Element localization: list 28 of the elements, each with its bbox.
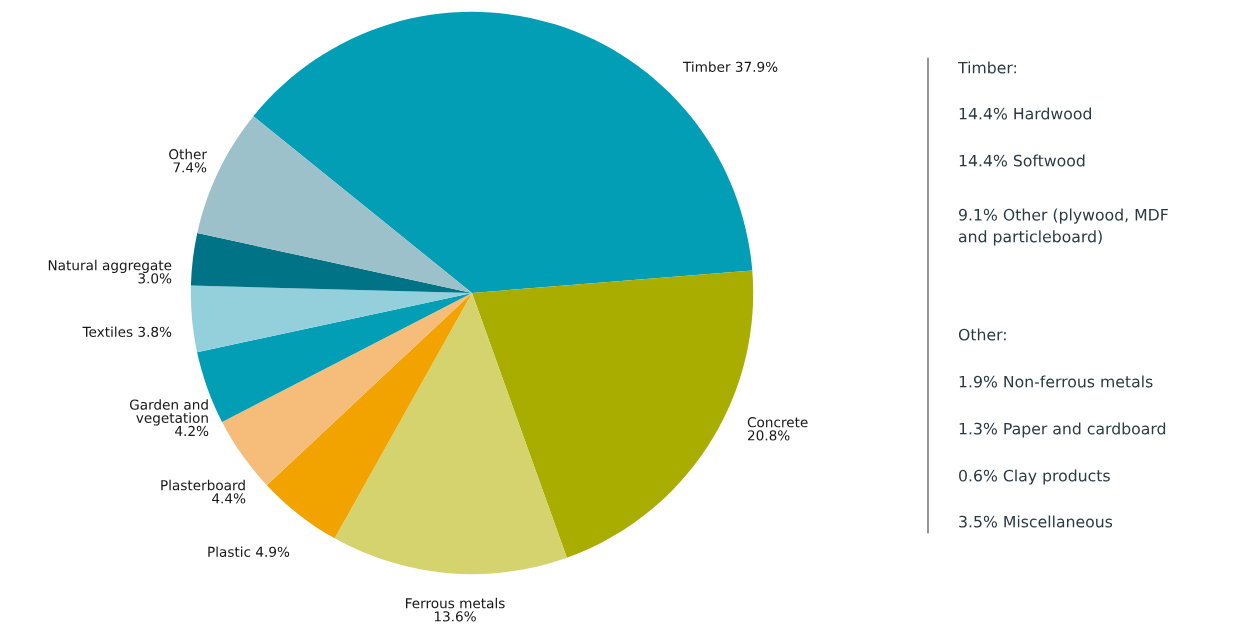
slice-label: Plastic 4.9% xyxy=(208,546,290,557)
pie-slice xyxy=(190,285,472,353)
data-label: 20.8% xyxy=(748,430,790,441)
text: 0.6% Clay products xyxy=(959,469,1110,485)
text: Timber: xyxy=(957,61,1016,74)
slice-label: Garden and vegetation xyxy=(129,399,208,426)
text: 1.3% Paper and cardboard xyxy=(959,422,1166,438)
pie-slice xyxy=(190,233,472,293)
slice-label: Plasterboard xyxy=(161,479,245,491)
pie-slice xyxy=(334,293,567,575)
slice-label: Concrete xyxy=(747,417,808,428)
slice-label: Other xyxy=(169,148,207,160)
data-label: 7.4% xyxy=(173,162,207,173)
text: 9.1% Other (plywood, MDF and particleboard) xyxy=(958,208,1168,246)
slice-label: Timber 37.9% xyxy=(682,61,778,72)
slice-label: Natural aggregate xyxy=(48,259,172,273)
pie-slice xyxy=(266,293,472,539)
text: 3.5% Miscellaneous xyxy=(959,515,1113,528)
data-label: 3.0% xyxy=(138,273,172,284)
slice-label: Ferrous metals xyxy=(406,597,505,609)
slice-label: Textiles 3.8% xyxy=(82,326,172,337)
data-label: 4.2% xyxy=(175,425,209,437)
text: 14.4% Softwood xyxy=(959,154,1085,167)
text: 1.9% Non-ferrous metals xyxy=(959,375,1153,388)
data-label: 13.6% xyxy=(434,611,476,622)
text: 14.4% Hardwood xyxy=(959,107,1091,120)
data-label: 4.4% xyxy=(212,493,246,504)
text: Other: xyxy=(958,328,1006,341)
